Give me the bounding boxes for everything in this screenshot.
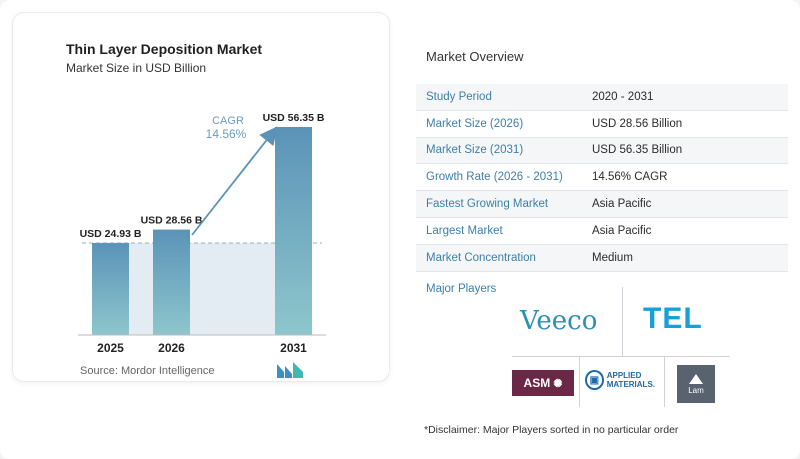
row-label: Largest Market (426, 224, 503, 237)
major-players-label: Major Players (426, 283, 497, 295)
chart-title: Thin Layer Deposition Market (66, 41, 263, 57)
disclaimer: *Disclaimer: Major Players sorted in no … (424, 424, 679, 436)
row-value: Asia Pacific (592, 224, 652, 237)
table-row: Market Concentration Medium (416, 244, 788, 272)
cagr-value: 14.56% (206, 127, 247, 141)
veeco-logo: Veeco (520, 306, 598, 336)
row-value: Medium (592, 251, 633, 264)
table-row: Market Size (2031) USD 56.35 Billion (416, 137, 788, 165)
bar-2026 (153, 229, 190, 335)
logo-divider (622, 287, 623, 357)
row-value: USD 56.35 Billion (592, 144, 683, 157)
applied-materials-mark-icon: ▣ (585, 370, 604, 390)
table-row: Growth Rate (2026 - 2031) 14.56% CAGR (416, 164, 788, 192)
applied-logo-line2: MATERIALS. (606, 380, 655, 389)
cagr-label: CAGR (212, 115, 244, 127)
row-value: USD 28.56 Billion (592, 117, 683, 130)
row-label: Market Concentration (426, 251, 536, 264)
logo-divider (512, 356, 730, 357)
row-label: Market Size (2031) (426, 144, 524, 157)
table-row: Largest Market Asia Pacific (416, 218, 788, 245)
table-row: Market Size (2026) USD 28.56 Billion (416, 111, 788, 138)
data-label-2025: USD 24.93 B (80, 228, 142, 240)
overview-table: Study Period 2020 - 2031 Market Size (202… (416, 84, 788, 272)
mordor-logo-icon (277, 362, 303, 378)
lam-logo-text: Lam (688, 385, 704, 395)
x-tick-2025: 2025 (97, 341, 124, 355)
row-value: Asia Pacific (592, 198, 652, 211)
data-label-2026: USD 28.56 B (141, 215, 203, 227)
table-row: Fastest Growing Market Asia Pacific (416, 191, 788, 218)
bar-chart: USD 24.93 B 2025 USD 28.56 B 2026 USD 56.35 … (78, 112, 326, 355)
row-label: Study Period (426, 90, 492, 103)
x-tick-2026: 2026 (158, 341, 185, 355)
table-row: Study Period 2020 - 2031 (416, 84, 788, 111)
row-value: 14.56% CAGR (592, 171, 668, 184)
bar-2031 (275, 127, 312, 335)
row-label: Market Size (2026) (426, 117, 524, 130)
asm-logo-text: ASM (523, 376, 551, 390)
logo-divider (579, 357, 580, 407)
x-tick-2031: 2031 (280, 341, 307, 355)
asm-mark-icon: ✺ (553, 377, 563, 390)
overview-title: Market Overview (426, 49, 524, 64)
logo-divider (664, 357, 665, 407)
chart-subtitle: Market Size in USD Billion (66, 61, 207, 75)
data-label-2031: USD 56.35 B (263, 112, 325, 124)
row-label: Fastest Growing Market (426, 198, 549, 211)
bar-2025 (92, 242, 129, 335)
row-value: 2020 - 2031 (592, 90, 654, 103)
lam-logo: Lam (677, 365, 715, 403)
lam-triangle-icon (689, 373, 703, 384)
applied-logo-line1: APPLIED (606, 371, 642, 380)
source-note: Source: Mordor Intelligence (80, 365, 215, 377)
tel-logo: TEL (643, 302, 703, 335)
applied-materials-logo: ▣ APPLIED MATERIALS. (585, 365, 655, 395)
asm-logo: ASM ✺ (512, 370, 574, 396)
row-label: Growth Rate (2026 - 2031) (426, 171, 563, 184)
cagr-arrow (191, 126, 278, 236)
